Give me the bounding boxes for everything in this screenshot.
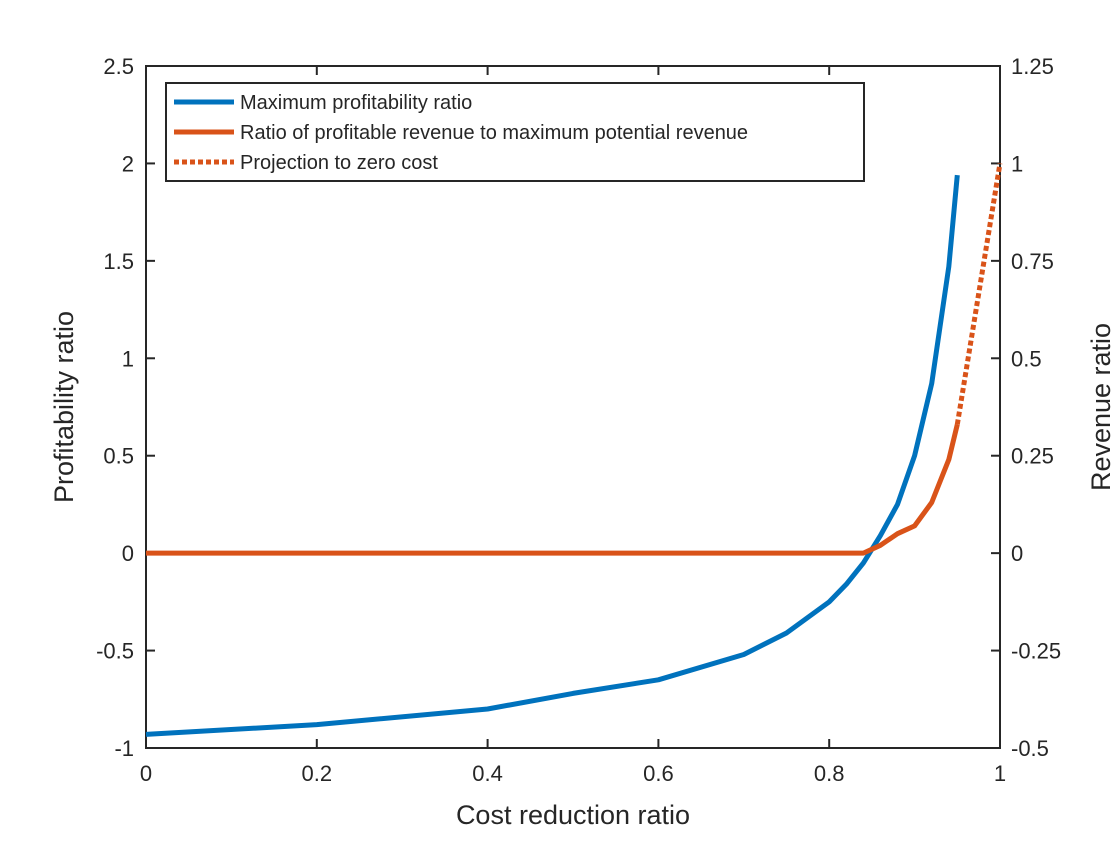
right-y-tick-label: 0.25	[1011, 444, 1054, 469]
left-y-tick-label: 2	[122, 151, 134, 176]
left-y-tick-label: 1.5	[103, 249, 134, 274]
series-line-2	[146, 423, 960, 556]
x-tick-label: 0.6	[643, 761, 674, 786]
left-y-tick-label: 1	[122, 346, 134, 371]
legend-box	[165, 82, 865, 182]
legend-label-2: Ratio of profitable revenue to maximum p…	[240, 122, 748, 144]
series-line-3	[954, 162, 1003, 425]
right-y-tick-label: -0.5	[1011, 736, 1049, 761]
series-line-1	[145, 174, 960, 737]
right-y-tick-label: 0	[1011, 541, 1023, 566]
left-y-tick-label: 2.5	[103, 54, 134, 79]
right-y-tick-label: -0.25	[1011, 639, 1061, 664]
right-y-axis-label: Revenue ratio	[1086, 323, 1116, 491]
axes-box	[145, 65, 1001, 749]
x-tick-label: 0.4	[472, 761, 503, 786]
x-tick-label: 0	[140, 761, 152, 786]
left-y-tick-label: -0.5	[96, 639, 134, 664]
left-y-tick-label: 0.5	[103, 444, 134, 469]
left-y-tick-label: -1	[114, 736, 134, 761]
x-tick-label: 0.8	[814, 761, 845, 786]
right-y-tick-label: 1	[1011, 151, 1023, 176]
right-y-tick-label: 0.5	[1011, 346, 1042, 371]
x-tick-label: 0.2	[302, 761, 333, 786]
x-tick-label: 1	[994, 761, 1006, 786]
legend-label-3: Projection to zero cost	[240, 152, 438, 174]
plot-area: 0 0.2 0.4 0.6 0.8 1 -1 -0.5 0 0.5 1 1.5 2 2.5 -0.5 -0.2…	[96, 54, 1061, 786]
left-y-tick-label: 0	[122, 541, 134, 566]
x-axis-label: Cost reduction ratio	[456, 800, 690, 830]
right-y-tick-label: 0.75	[1011, 249, 1054, 274]
left-y-axis-label: Profitability ratio	[49, 311, 79, 503]
right-y-tick-label: 1.25	[1011, 54, 1054, 79]
legend-label-1: Maximum profitability ratio	[240, 92, 472, 114]
